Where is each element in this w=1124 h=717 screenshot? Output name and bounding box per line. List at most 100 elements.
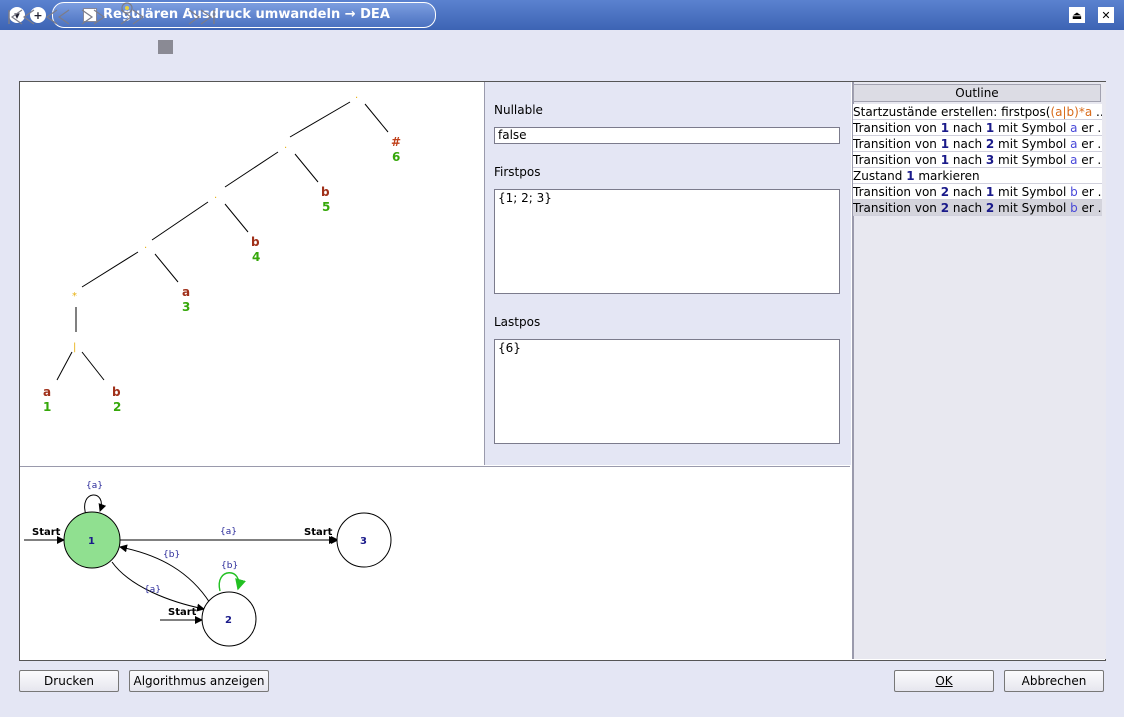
union-node: |	[73, 342, 76, 353]
outline-row-text: Startzustände erstellen: firstpos(	[853, 105, 1051, 119]
transition-edge	[119, 544, 211, 604]
outline-to-state: 2	[985, 137, 995, 151]
step-back-icon[interactable]	[44, 8, 72, 26]
loop-edge	[84, 494, 107, 516]
state-label: 1	[88, 536, 95, 547]
print-button[interactable]: Drucken	[19, 670, 119, 692]
outline-row-text: mit Symbol	[994, 137, 1071, 151]
leaf-position: 5	[322, 200, 330, 214]
edge-label: {a}	[86, 481, 103, 491]
leaf-symbol: b	[251, 235, 260, 249]
stop-icon[interactable]	[158, 40, 173, 54]
outline-row-text: markieren	[914, 169, 980, 183]
outline-row[interactable]: Zustand 1 markieren	[853, 168, 1102, 184]
outline-from-state: 2	[940, 185, 950, 199]
leaf-symbol: a	[43, 385, 51, 399]
outline-symbol: b	[1070, 201, 1078, 215]
lastpos-label: Lastpos	[494, 315, 541, 329]
outline-row-text: mit Symbol	[994, 121, 1071, 135]
state-node-active[interactable]	[63, 511, 121, 569]
outline-row-tail: er ...	[1081, 121, 1102, 135]
cancel-button[interactable]: Abbrechen	[1004, 670, 1104, 692]
outline-row-tail: er ...	[1081, 153, 1102, 167]
skip-to-start-icon[interactable]	[7, 8, 37, 26]
leaf-symbol: b	[112, 385, 121, 399]
edge-label: {a}	[220, 527, 237, 537]
window-maximize-icon[interactable]: ⏏	[1069, 7, 1085, 23]
window-close-icon[interactable]: ✕	[1098, 7, 1114, 23]
window-title: Regulären Ausdruck umwandeln → DEA	[103, 7, 390, 22]
concat-node: ·	[355, 93, 358, 104]
outline-from-state: 1	[940, 153, 950, 167]
outline-row-text: mit Symbol	[994, 201, 1071, 215]
nullable-label: Nullable	[494, 103, 543, 117]
syntax-tree: · · · · * | # 6 b 5 b 4 a 3 a 1 b 2	[43, 93, 401, 414]
state-node[interactable]	[201, 591, 257, 647]
outline-row-text: Transition von	[853, 201, 941, 215]
window-add-icon[interactable]: +	[30, 7, 46, 23]
leaf-position: 1	[43, 400, 51, 414]
outline-row-text: mit Symbol	[994, 185, 1071, 199]
outline-row-text: Transition von	[853, 121, 941, 135]
outline-row[interactable]: Transition von 1 nach 2 mit Symbol a er …	[853, 136, 1102, 152]
outline-row[interactable]: Startzustände erstellen: firstpos((a|b)*…	[853, 104, 1102, 120]
edge-label: {b}	[221, 561, 238, 571]
loop-edge-active	[218, 572, 246, 592]
outline-row-text: nach	[949, 201, 986, 215]
ok-button[interactable]: OK	[894, 670, 994, 692]
outline-to-state: 1	[985, 185, 995, 199]
outline-row-text: Transition von	[853, 137, 941, 151]
outline-from-state: 2	[940, 201, 950, 215]
outline-row[interactable]: Transition von 1 nach 1 mit Symbol a er …	[853, 120, 1102, 136]
edge-label: {a}	[144, 585, 161, 595]
toolbar	[0, 30, 1124, 64]
outline-symbol: b	[1070, 185, 1078, 199]
lastpos-field[interactable]: {6}	[494, 339, 840, 444]
syntax-tree-panel: · · · · * | # 6 b 5 b 4 a 3 a 1 b 2	[20, 82, 483, 465]
leaf-symbol: b	[321, 185, 330, 199]
outline-symbol: a	[1070, 137, 1078, 151]
outline-row-tail: er ...	[1081, 201, 1102, 215]
outline-symbol: a	[1070, 121, 1078, 135]
concat-node: ·	[284, 143, 287, 154]
state-node[interactable]	[336, 512, 392, 568]
leaf-position: 3	[182, 300, 190, 314]
edge-label: {b}	[163, 550, 180, 560]
outline-row-text: nach	[949, 137, 986, 151]
dfa-graph-panel: Start Start Start {a} {a} {b} {a} {b} 1 …	[20, 466, 850, 660]
window-checkbox-icon	[83, 7, 97, 22]
window-title-pill: Regulären Ausdruck umwandeln → DEA	[52, 2, 436, 28]
step-forward-icon[interactable]	[79, 8, 107, 26]
outline-regex: (a|b)*a	[1050, 105, 1093, 119]
outline-row-text: nach	[949, 121, 986, 135]
outline-symbol: a	[1070, 153, 1078, 167]
concat-node: ·	[144, 243, 147, 254]
outline-to-state: 2	[985, 201, 995, 215]
leaf-position: 4	[252, 250, 260, 264]
start-label: Start	[32, 527, 61, 538]
star-node: *	[72, 291, 77, 302]
outline-row-text: nach	[949, 185, 986, 199]
outline-from-state: 1	[940, 137, 950, 151]
outline-row-tail: ...	[1096, 105, 1102, 119]
outline-row-selected[interactable]: Transition von 2 nach 2 mit Symbol b er …	[853, 200, 1102, 216]
outline-state: 1	[906, 169, 915, 183]
outline-row-text: Zustand	[853, 169, 907, 183]
nullable-field[interactable]: false	[494, 127, 840, 144]
leaf-symbol: a	[182, 285, 190, 299]
outline-header: Outline	[853, 84, 1101, 102]
firstpos-field[interactable]: {1; 2; 3}	[494, 189, 840, 294]
autoplay-icon[interactable]	[116, 2, 146, 26]
outline-row-tail: er ...	[1081, 137, 1102, 151]
skip-to-end-icon[interactable]	[186, 8, 216, 26]
show-algorithm-button[interactable]: Algorithmus anzeigen	[129, 670, 269, 692]
outline-to-state: 3	[985, 153, 995, 167]
outline-row[interactable]: Transition von 1 nach 3 mit Symbol a er …	[853, 152, 1102, 168]
outline-row[interactable]: Transition von 2 nach 1 mit Symbol b er …	[853, 184, 1102, 200]
outline-from-state: 1	[940, 121, 950, 135]
outline-row-text: Transition von	[853, 153, 941, 167]
firstpos-label: Firstpos	[494, 165, 541, 179]
outline-row-tail: er ...	[1081, 185, 1102, 199]
outline-row-text: mit Symbol	[994, 153, 1071, 167]
concat-node: ·	[214, 193, 217, 204]
